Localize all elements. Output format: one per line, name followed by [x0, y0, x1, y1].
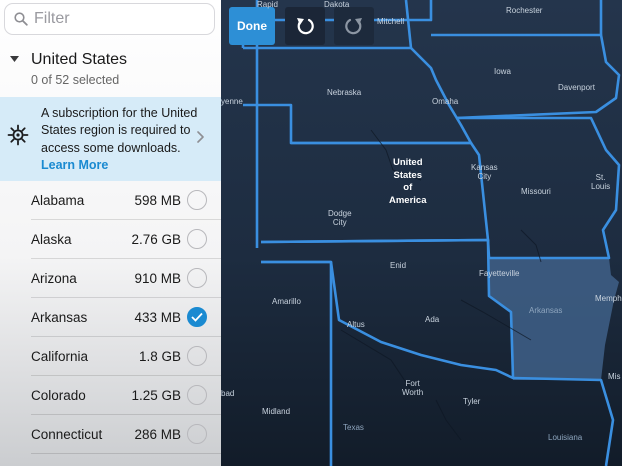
- select-checkbox[interactable]: [187, 190, 207, 210]
- map-label-tyler: Tyler: [463, 397, 481, 406]
- download-size: 2.76 GB: [131, 232, 181, 247]
- map-label-midland: Midland: [262, 407, 291, 416]
- region-title: United States: [31, 51, 128, 68]
- map-label-kansas-city: Kansas City: [471, 163, 498, 181]
- map-label-fayetteville: Fayetteville: [479, 269, 520, 278]
- state-list: Alabama 598 MB Alaska 2.76 GB Arizona 91…: [0, 181, 221, 454]
- map-canvas[interactable]: [221, 0, 622, 466]
- map-label-ada: Ada: [425, 315, 440, 324]
- state-row-alaska[interactable]: Alaska 2.76 GB: [0, 220, 221, 259]
- map-label-davenport: Davenport: [558, 83, 595, 92]
- map-label-iowa: Iowa: [494, 67, 511, 76]
- map-label-missouri: Missouri: [521, 187, 551, 196]
- undo-button[interactable]: [285, 7, 325, 45]
- map-label-memphis: Memphi: [595, 294, 622, 303]
- select-checkbox[interactable]: [187, 424, 207, 444]
- rivers: [340, 129, 542, 441]
- state-row-colorado[interactable]: Colorado 1.25 GB: [0, 376, 221, 415]
- map-label-arkansas: Arkansas: [529, 306, 563, 315]
- select-checkbox[interactable]: [187, 385, 207, 405]
- state-row-connecticut[interactable]: Connecticut 286 MB: [0, 415, 221, 454]
- map-label-dodge-city: Dodge City: [328, 209, 352, 227]
- redo-icon: [345, 18, 362, 35]
- map-label-fort-worth: Fort Worth: [402, 379, 424, 397]
- map-label-amarillo: Amarillo: [272, 297, 301, 306]
- state-name: Alaska: [31, 232, 72, 247]
- map-label-st-louis: St. Louis: [591, 173, 611, 191]
- state-row-california[interactable]: California 1.8 GB: [0, 337, 221, 376]
- subscription-message: A subscription for the United States reg…: [41, 106, 198, 155]
- undo-icon: [297, 18, 314, 35]
- redo-button[interactable]: [334, 7, 374, 45]
- filter-bar[interactable]: [4, 3, 215, 35]
- select-checkbox[interactable]: [187, 268, 207, 288]
- download-size: 1.8 GB: [138, 349, 181, 364]
- state-name: Alabama: [31, 193, 85, 208]
- map-label-bad: bad: [221, 389, 235, 398]
- map-label-enid: Enid: [390, 261, 407, 270]
- region-map[interactable]: Done Rapid Dakota Mitchell Rochester Iow…: [221, 0, 622, 466]
- state-row-arkansas[interactable]: Arkansas 433 MB: [0, 298, 221, 337]
- download-size: 910 MB: [134, 271, 181, 286]
- chevron-right-icon[interactable]: [197, 131, 204, 143]
- map-label-rapid: Rapid: [257, 0, 278, 9]
- map-label-texas: Texas: [343, 423, 364, 432]
- state-name: Arizona: [31, 271, 77, 286]
- map-label-country: United States of America: [389, 157, 427, 206]
- arkansas-selected-region[interactable]: [489, 258, 619, 380]
- select-checkbox[interactable]: [187, 229, 207, 249]
- download-size: 286 MB: [134, 427, 181, 442]
- map-label-mis: Mis: [608, 372, 621, 381]
- download-size: 598 MB: [134, 193, 181, 208]
- state-name: Arkansas: [31, 310, 88, 325]
- region-header[interactable]: United States 0 of 52 selected: [0, 40, 221, 97]
- selection-count: 0 of 52 selected: [31, 73, 120, 87]
- subscription-text: A subscription for the United States reg…: [41, 105, 201, 175]
- state-name: California: [31, 349, 89, 364]
- done-button[interactable]: Done: [229, 7, 275, 45]
- map-label-altus: Altus: [347, 320, 365, 329]
- map-label-nebraska: Nebraska: [327, 88, 362, 97]
- region-sidebar: United States 0 of 52 selected A subscri…: [0, 0, 221, 466]
- map-label-dakota: Dakota: [324, 0, 350, 9]
- check-icon: [191, 312, 203, 322]
- state-name: Connecticut: [31, 427, 103, 442]
- subscription-banner[interactable]: A subscription for the United States reg…: [0, 97, 221, 181]
- map-label-mitchell: Mitchell: [377, 17, 405, 26]
- learn-more-link[interactable]: Learn More: [41, 158, 109, 173]
- state-borders: [241, 0, 621, 466]
- subscription-gear-icon: [7, 124, 29, 146]
- download-size: 433 MB: [134, 310, 181, 325]
- download-size: 1.25 GB: [131, 388, 181, 403]
- filter-input[interactable]: [34, 10, 204, 28]
- select-checkbox[interactable]: [187, 346, 207, 366]
- state-name: Colorado: [31, 388, 86, 403]
- collapse-triangle-icon[interactable]: [10, 56, 19, 62]
- search-icon: [14, 12, 28, 26]
- map-label-rochester: Rochester: [506, 6, 543, 15]
- state-row-arizona[interactable]: Arizona 910 MB: [0, 259, 221, 298]
- map-label-yenne: yenne: [221, 97, 243, 106]
- map-label-louisiana: Louisiana: [548, 433, 583, 442]
- state-row-alabama[interactable]: Alabama 598 MB: [0, 181, 221, 220]
- select-checkbox[interactable]: [187, 307, 207, 327]
- map-label-omaha: Omaha: [432, 97, 459, 106]
